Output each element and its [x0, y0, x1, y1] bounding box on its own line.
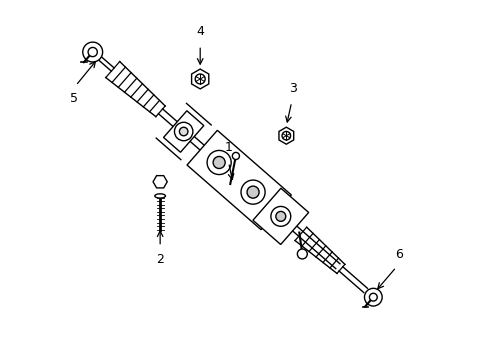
- Circle shape: [368, 293, 376, 301]
- Polygon shape: [191, 69, 208, 89]
- Text: 6: 6: [394, 248, 402, 261]
- Circle shape: [179, 127, 187, 136]
- Polygon shape: [252, 188, 308, 244]
- Circle shape: [232, 152, 239, 159]
- Circle shape: [82, 42, 102, 62]
- Text: 2: 2: [156, 253, 164, 266]
- Text: 1: 1: [224, 141, 232, 154]
- Circle shape: [246, 186, 259, 198]
- Ellipse shape: [155, 194, 165, 198]
- Circle shape: [88, 48, 97, 57]
- Circle shape: [364, 288, 382, 306]
- Circle shape: [174, 122, 192, 141]
- Text: 5: 5: [70, 92, 78, 105]
- Circle shape: [213, 157, 224, 168]
- Polygon shape: [153, 176, 167, 188]
- Circle shape: [297, 249, 306, 259]
- Text: 3: 3: [289, 82, 297, 95]
- Circle shape: [206, 150, 231, 175]
- Text: 4: 4: [196, 25, 203, 38]
- Polygon shape: [186, 130, 291, 230]
- Circle shape: [241, 180, 264, 204]
- Polygon shape: [278, 127, 293, 144]
- Circle shape: [270, 206, 290, 226]
- Circle shape: [275, 211, 285, 221]
- Polygon shape: [163, 111, 203, 152]
